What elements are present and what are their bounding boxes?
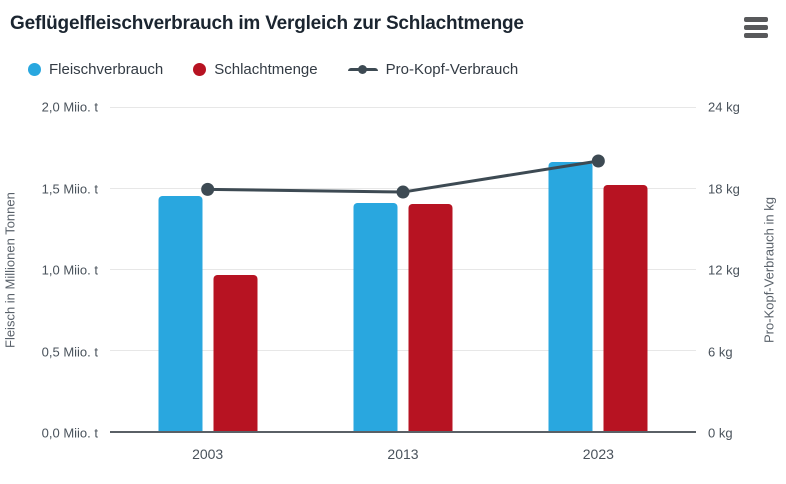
- line-point-2013: [396, 185, 410, 199]
- bar-schlachtmenge-2013: [408, 204, 453, 431]
- hamburger-menu-icon[interactable]: [742, 13, 770, 42]
- hamburger-bar: [744, 25, 768, 30]
- y-axis-tick-label: 0,5 Miio. t: [41, 344, 98, 359]
- legend-item-fleischverbrauch[interactable]: Fleischverbrauch: [28, 61, 163, 78]
- line-marker-icon: [347, 63, 378, 76]
- y-axis-tick-label: 0 kg: [708, 425, 733, 441]
- hamburger-bar: [744, 17, 768, 22]
- bar-schlachtmenge-2023: [603, 184, 648, 431]
- bar-group-2003: [158, 107, 258, 431]
- left-axis-labels: 2,0 Miio. t 1,5 Miio. t 1,0 Miio. t 0,5 Mii…: [20, 100, 110, 441]
- chart-title: Geflügelfleischverbrauch im Vergleich zu…: [10, 13, 524, 34]
- chart-area: Fleisch in Millionen Tonnen 2,0 Miio. t 1…: [0, 100, 786, 467]
- x-axis-tick-label-2023: 2023: [582, 446, 614, 462]
- legend-label: Fleischverbrauch: [49, 60, 164, 78]
- y-axis-tick-label: 6 kg: [708, 344, 733, 359]
- bar-fleischverbrauch-2013: [353, 202, 398, 431]
- y-axis-tick-label: 2,0 Miio. t: [41, 99, 98, 115]
- y-axis-tick-label: 0,0 Miio. t: [41, 425, 98, 441]
- legend-item-schlachtmenge[interactable]: Schlachtmenge: [193, 60, 318, 78]
- legend-label: Schlachtmenge: [214, 60, 318, 78]
- line-point-2023: [591, 154, 605, 168]
- x-axis-tick-label-2003: 2003: [192, 446, 224, 462]
- line-series-pro-kopf-verbrauch: [201, 154, 605, 199]
- gridline: [110, 107, 696, 108]
- y-axis-tick-label: 1,0 Miio. t: [41, 262, 98, 278]
- y-axis-tick-label: 1,5 Miio. t: [41, 181, 98, 196]
- y-axis-tick-label: 24 kg: [708, 99, 740, 115]
- y-axis-tick-label: 12 kg: [708, 262, 740, 278]
- bar-group-2013: [353, 107, 453, 431]
- bar-group-2023: [548, 107, 648, 431]
- bar-fleischverbrauch-2003: [158, 196, 203, 431]
- x-axis-labels: 2003 2013 2023: [110, 433, 696, 467]
- y-axis-tick-label: 18 kg: [708, 181, 740, 196]
- bar-schlachtmenge-2003: [213, 275, 258, 431]
- line-point-2003: [201, 182, 215, 196]
- right-axis-labels: 24 kg 18 kg 12 kg 6 kg 0 kg: [696, 100, 756, 441]
- bar-fleischverbrauch-2023: [548, 162, 593, 431]
- legend: Fleischverbrauch Schlachtmenge Pro-Kopf-Ve…: [0, 59, 786, 79]
- plot-area: [110, 107, 696, 433]
- legend-label: Pro-Kopf-Verbrauch: [385, 60, 519, 78]
- circle-marker-icon: [28, 62, 41, 76]
- right-axis-title: Pro-Kopf-Verbrauch in kg: [761, 197, 777, 343]
- gridline: [110, 350, 696, 351]
- gridline: [110, 269, 696, 270]
- legend-item-pro-kopf-verbrauch[interactable]: Pro-Kopf-Verbrauch: [347, 60, 519, 78]
- x-axis-tick-label-2013: 2013: [387, 446, 419, 462]
- left-axis-title: Fleisch in Millionen Tonnen: [2, 192, 18, 348]
- circle-marker-icon: [193, 62, 207, 76]
- chart-header: Geflügelfleischverbrauch im Vergleich zu…: [0, 0, 786, 42]
- hamburger-bar: [744, 33, 768, 38]
